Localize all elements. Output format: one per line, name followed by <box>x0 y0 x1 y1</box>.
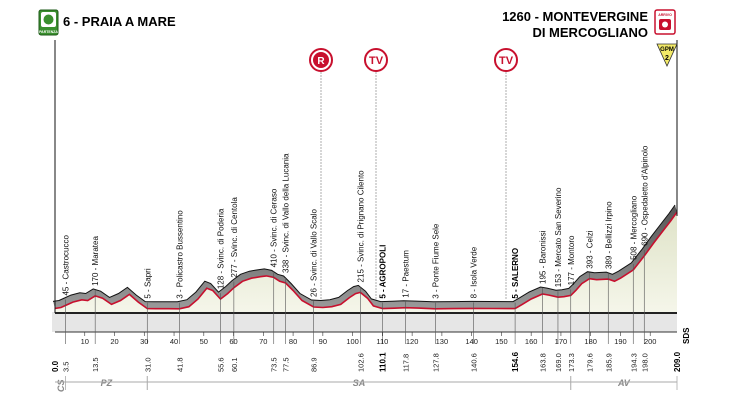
sign-tv-1-label: TV <box>369 55 384 67</box>
waypoint-label: 3 - Policastro Bussentino <box>175 210 184 299</box>
waypoint-label: 410 - Svinc. di Ceraso <box>270 188 279 267</box>
km-label: 13.5 <box>91 357 100 372</box>
waypoint-label: 215 - Svinc. di Prignano Cilento <box>356 170 365 283</box>
sign-tv-2-label: TV <box>499 55 514 67</box>
waypoint-label: 45 - Castrocucco <box>61 235 70 296</box>
scale-tick-label: 190 <box>614 337 627 346</box>
waypoint-label: 5 - AGROPOLI <box>379 245 388 299</box>
region-label: AV <box>617 378 631 388</box>
waypoint-label: 5 - Sapri <box>143 268 152 298</box>
sign-r-label: R <box>317 56 325 67</box>
km-label: 0.0 <box>51 360 60 372</box>
start-title: 6 - PRAIA A MARE <box>63 14 176 29</box>
scale-tick-label: 100 <box>346 337 359 346</box>
scale-tick-label: 110 <box>376 337 388 346</box>
region-start-label: CS <box>56 379 66 392</box>
km-label: 102.6 <box>356 353 365 372</box>
km-label: 127.8 <box>431 353 440 372</box>
waypoint-label: 177 - Montoro <box>567 235 576 285</box>
waypoint-labels: 45 - Castrocucco 170 - Maratea 5 - Sapri 3 … <box>61 145 649 299</box>
waypoint-label: 17 - Paestum <box>402 250 411 298</box>
scale-tick-label: 180 <box>584 337 597 346</box>
profile-road-line <box>54 211 678 310</box>
km-label: 73.5 <box>270 357 279 372</box>
scale-tick-label: 50 <box>200 337 208 346</box>
finish-badge-label: ARRIVO <box>658 13 672 17</box>
km-label: 3.5 <box>61 362 70 372</box>
waypoint-lines <box>65 249 645 344</box>
scale-tick-label: 120 <box>406 337 419 346</box>
km-label: 117.8 <box>402 354 411 372</box>
scale-tick-label: 170 <box>555 337 568 346</box>
km-label: 194.3 <box>629 353 638 372</box>
km-label: 110.1 <box>379 352 388 372</box>
scale-tick-label: 200 <box>644 337 657 346</box>
waypoint-label: 338 - Svinc. di Vallo della Lucania <box>282 153 291 273</box>
km-label: 55.6 <box>216 357 225 372</box>
waypoint-label: 3 - Ponte Fiume Sele <box>431 223 440 299</box>
sign-tv-2: TV <box>494 48 518 300</box>
finish-title-line2: DI MERCOGLIANO <box>532 25 648 40</box>
gpm-badge: GPM 2 <box>656 43 678 67</box>
km-label: 140.6 <box>469 353 478 372</box>
scale-tick-label: 130 <box>436 337 449 346</box>
waypoint-label: 26 - Svinc. di Vallo Scalo <box>310 209 319 297</box>
sds-label: SDS <box>682 327 691 344</box>
km-label: 77.5 <box>282 357 291 372</box>
region-label: PZ <box>101 378 113 388</box>
km-label: 31.0 <box>143 357 152 372</box>
regions: CS PZ SA AV <box>56 376 678 392</box>
profile-terrain-fill <box>55 212 677 313</box>
finish-badge: ARRIVO <box>654 9 676 35</box>
profile-base-shadow <box>52 312 677 332</box>
km-label: 154.6 <box>511 351 520 372</box>
scale-tick-label: 90 <box>319 337 327 346</box>
waypoint-label: 195 - Baronissi <box>538 230 547 284</box>
sign-tv-1: TV <box>364 48 388 300</box>
waypoint-label: 508 - Mercogliano <box>629 195 638 260</box>
scale-tick-label: 160 <box>525 337 538 346</box>
sign-r: R <box>309 48 333 300</box>
gpm-category: 2 <box>665 55 669 62</box>
km-label: 60.1 <box>230 357 239 372</box>
start-badge: PARTENZA <box>38 9 59 36</box>
scale-tick-label: 30 <box>140 337 148 346</box>
start-badge-label: PARTENZA <box>39 30 58 34</box>
waypoint-label: 5 - SALERNO <box>511 248 520 299</box>
km-labels: 0.0 3.5 13.5 31.0 41.8 55.6 60.1 73.5 77.5 86.9 10… <box>51 351 682 372</box>
region-label: SA <box>353 378 366 388</box>
scale-tick-label: 70 <box>259 337 267 346</box>
waypoint-label: 153 - Mercato San Severino <box>554 187 563 287</box>
finish-title-line1: 1260 - MONTEVERGINE <box>502 9 648 24</box>
km-label: 163.8 <box>538 353 547 372</box>
scale-tick-label: 150 <box>495 337 508 346</box>
km-scale: 10 20 30 40 50 60 70 80 90 100 110 120 130 140 150 160 1… <box>81 332 657 346</box>
scale-tick-label: 80 <box>289 337 297 346</box>
waypoint-label: 8 - Isola Verde <box>469 246 478 298</box>
waypoint-label: 393 - Celzi <box>586 230 595 268</box>
km-label: 198.0 <box>640 353 649 372</box>
km-label: 169.0 <box>554 353 563 372</box>
waypoint-label: 170 - Maratea <box>91 236 100 286</box>
waypoint-label: 690 - Ospedaletto d'Alpinolo <box>640 145 649 246</box>
waypoint-label: 389 - Bellizzi Irpino <box>604 201 613 269</box>
profile-top-outline <box>52 204 676 303</box>
gpm-label: GPM <box>660 47 674 53</box>
km-label: 179.6 <box>586 353 595 372</box>
km-label: 173.3 <box>567 353 576 372</box>
scale-tick-label: 140 <box>465 337 478 346</box>
start-flag-icon <box>43 14 54 25</box>
waypoint-label: 128 - Svinc. di Poderia <box>216 208 225 289</box>
scale-tick-label: 10 <box>81 337 89 346</box>
scale-tick-label: 20 <box>110 337 118 346</box>
scale-tick-label: 60 <box>229 337 237 346</box>
km-label: 41.8 <box>175 357 184 372</box>
waypoint-label: 277 - Svinc. di Centola <box>230 197 239 278</box>
km-label: 209.0 <box>673 351 682 372</box>
km-label: 185.9 <box>604 353 613 372</box>
scale-tick-label: 40 <box>170 337 178 346</box>
km-label: 86.9 <box>310 357 319 372</box>
